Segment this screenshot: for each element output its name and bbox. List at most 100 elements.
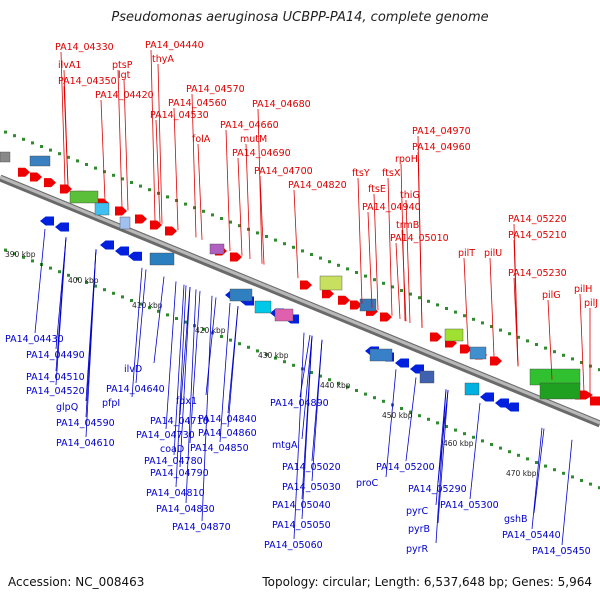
tick-dot xyxy=(472,317,475,321)
tick-dot xyxy=(427,299,430,303)
top-leader-line xyxy=(463,257,469,347)
top-leader-line xyxy=(400,163,406,322)
top-leader-line xyxy=(373,193,379,311)
bottom-gene-label: PA14_05030 xyxy=(282,482,341,493)
top-gene-label: PA14_04440 xyxy=(145,40,204,51)
gene-cluster-block xyxy=(119,216,131,230)
top-gene-label: PA14_04560 xyxy=(168,98,227,109)
tick-dot xyxy=(256,231,259,235)
reverse-gene-arrow xyxy=(505,402,519,412)
top-leader-line xyxy=(401,229,407,322)
gene-cluster-block xyxy=(69,190,99,204)
forward-gene-arrow xyxy=(135,214,147,224)
bottom-gene-label: PA14_04830 xyxy=(156,504,215,515)
tick-dot xyxy=(319,256,322,260)
tick-dot xyxy=(121,177,124,181)
tick-dot xyxy=(499,328,502,332)
bottom-leader-line xyxy=(55,237,67,386)
bottom-gene-label: mtgA xyxy=(272,440,298,451)
forward-gene-arrow xyxy=(165,226,177,236)
top-leader-line xyxy=(367,211,373,308)
top-leader-line xyxy=(259,175,265,265)
tick-dot xyxy=(85,163,88,166)
tick-dot xyxy=(193,206,196,210)
tick-dot xyxy=(373,396,376,400)
top-leader-line xyxy=(191,93,197,238)
tick-marks xyxy=(4,130,600,490)
bottom-leader-line xyxy=(405,377,417,462)
top-gene-label: pilH xyxy=(574,284,592,295)
top-gene-label: PA14_04530 xyxy=(150,110,209,121)
tick-dot xyxy=(463,314,466,318)
tick-dot xyxy=(490,325,493,328)
tick-dot xyxy=(202,327,205,331)
top-gene-label: PA14_04570 xyxy=(186,84,245,95)
top-gene-label: mutM xyxy=(240,134,267,145)
forward-gene-arrow xyxy=(322,289,334,299)
bottom-gene-label: PA14_04590 xyxy=(56,418,115,429)
top-gene-label: PA14_05230 xyxy=(508,268,567,279)
tick-dot xyxy=(58,270,61,274)
top-leader-line xyxy=(547,299,553,380)
tick-dot xyxy=(598,486,600,490)
genome-backbone xyxy=(0,174,600,428)
bottom-leader-line xyxy=(153,276,165,364)
top-gene-label: ptsP xyxy=(112,60,133,71)
top-leader-line xyxy=(489,257,495,357)
gene-cluster-block xyxy=(254,300,272,314)
tick-dot xyxy=(247,227,250,231)
tick-dot xyxy=(13,252,16,256)
bottom-gene-label: PA14_04790 xyxy=(150,468,209,479)
tick-dot xyxy=(445,425,448,428)
top-gene-label: PA14_04700 xyxy=(254,166,313,177)
kbp-tick-label: 450 kbp xyxy=(382,411,413,420)
tick-dot xyxy=(4,248,7,252)
tick-dot xyxy=(589,482,592,486)
gene-cluster-block xyxy=(369,348,393,362)
reverse-gene-arrow xyxy=(115,246,129,256)
tick-dot xyxy=(229,338,232,342)
top-leader-line xyxy=(395,242,401,320)
tick-dot xyxy=(499,446,502,450)
tick-dot xyxy=(526,457,529,461)
tick-dot xyxy=(580,361,583,364)
top-gene-label: PA14_04350 xyxy=(58,76,117,87)
top-leader-line xyxy=(513,277,519,367)
tick-dot xyxy=(130,181,133,184)
tick-dot xyxy=(148,188,151,192)
tick-dot xyxy=(166,195,169,199)
kbp-tick-label: 460 kbp xyxy=(443,439,474,448)
tick-dot xyxy=(40,145,43,148)
forward-gene-arrow xyxy=(490,356,502,366)
reverse-gene-arrow xyxy=(55,222,69,232)
tick-dot xyxy=(436,303,439,307)
tick-dot xyxy=(553,350,556,354)
top-leader-line xyxy=(237,157,243,256)
tick-dot xyxy=(535,461,538,464)
top-gene-label: rpoH xyxy=(395,154,418,165)
bottom-leader-line xyxy=(179,286,191,468)
tick-dot xyxy=(355,271,358,274)
bottom-gene-label: PA14_04710 xyxy=(150,416,209,427)
tick-dot xyxy=(589,364,592,368)
tick-dot xyxy=(58,152,61,156)
tick-dot xyxy=(454,428,457,432)
bottom-gene-label: PA14_04870 xyxy=(172,522,231,533)
bottom-gene-label: PA14_05290 xyxy=(408,484,467,495)
bottom-gene-label: PA14_04510 xyxy=(26,372,85,383)
tick-dot xyxy=(535,343,538,346)
tick-dot xyxy=(139,184,142,188)
bottom-gene-label: PA14_04430 xyxy=(5,334,64,345)
reverse-gene-arrow xyxy=(128,251,142,261)
map-title: Pseudomonas aeruginosa UCBPP-PA14, compl… xyxy=(111,10,489,25)
top-gene-label: ftsY xyxy=(352,168,370,179)
tick-dot xyxy=(31,141,34,145)
forward-gene-arrow xyxy=(44,178,56,188)
tick-dot xyxy=(301,249,304,253)
tick-dot xyxy=(427,417,430,421)
top-leader-line xyxy=(225,129,231,252)
forward-gene-arrow xyxy=(300,280,312,290)
tick-dot xyxy=(13,134,16,138)
tick-dot xyxy=(382,281,385,285)
